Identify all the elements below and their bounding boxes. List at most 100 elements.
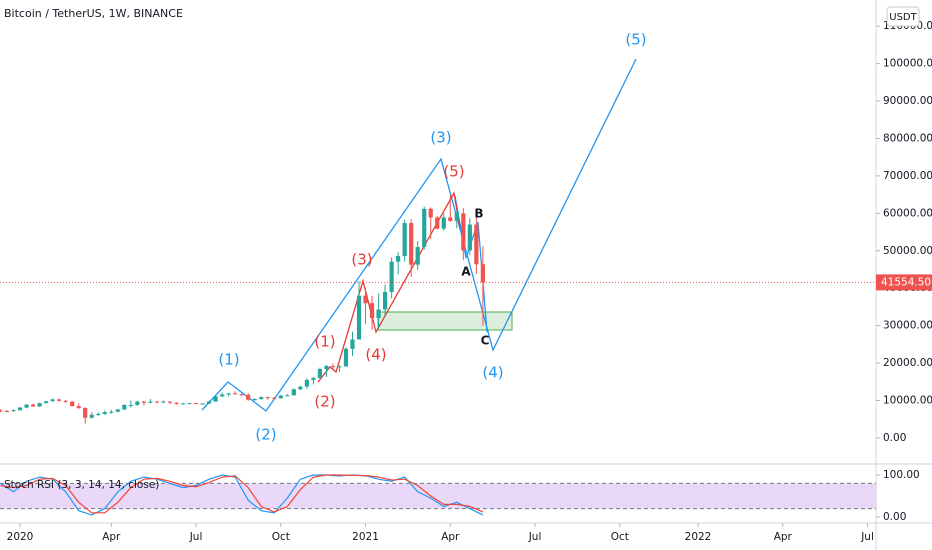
candle-body [291, 389, 296, 396]
wave-label: (4) [482, 364, 503, 382]
wave-label: B [474, 207, 483, 221]
candle-body [298, 386, 303, 390]
x-tick-label: 2021 [352, 531, 379, 543]
y-tick-label: 50000.00 [883, 245, 932, 257]
candle-body [57, 399, 62, 401]
candle-body [30, 404, 36, 407]
candle-body [474, 224, 479, 265]
candle-body [102, 412, 107, 414]
indicator-title: Stoch RSI (3, 3, 14, 14, close) [4, 479, 159, 491]
candle-body [89, 414, 94, 418]
wave-label: A [461, 265, 471, 279]
candle-body [0, 410, 3, 412]
candle-body [376, 309, 381, 319]
x-tick-label: Oct [611, 531, 629, 543]
candle-body [43, 401, 49, 404]
red-wave-line [317, 191, 461, 383]
candle-body [461, 213, 466, 251]
wave-label: (3) [351, 251, 372, 269]
candle-body [220, 394, 225, 397]
y-tick-label: 30000.00 [883, 320, 932, 332]
candle-body [265, 397, 270, 399]
x-tick-label: Jul [189, 531, 203, 543]
stoch-pane [0, 474, 876, 516]
candle-body [50, 399, 55, 402]
x-tick-label: Oct [272, 531, 290, 543]
candle-body [161, 401, 166, 403]
candle-body [467, 224, 472, 251]
candle-body [24, 404, 29, 408]
wave-label: (2) [314, 393, 335, 411]
x-tick-label: Jul [528, 531, 542, 543]
candle-body [272, 397, 277, 399]
candle-body [285, 395, 290, 397]
y-tick-label: 0.00 [883, 432, 906, 444]
candle-body [206, 401, 212, 404]
axes: 2020 Apr Jul Oct 2021 Apr Jul Oct 2022 Apr Jul 0.00… [7, 20, 932, 543]
currency-label: USDT [889, 12, 917, 23]
candle-body [83, 407, 88, 418]
candle-body [415, 247, 420, 265]
candle-body [448, 217, 453, 221]
x-tick-label: Apr [102, 531, 121, 543]
candle-body [63, 400, 68, 402]
candle-body [428, 208, 433, 218]
candle-body [135, 401, 140, 405]
candle-body [441, 217, 446, 229]
candle-body [213, 396, 218, 402]
y-tick-label: 20000.00 [883, 357, 932, 369]
candle-body [11, 410, 16, 412]
support-zone [377, 311, 513, 331]
y-tick-label: 90000.00 [883, 95, 932, 107]
wave-label: (4) [365, 346, 386, 364]
candle-body [128, 404, 133, 406]
candle-body [356, 295, 362, 340]
stoch-line [0, 474, 484, 516]
blue-wave-line [201, 58, 637, 412]
y-tick-label: 60000.00 [883, 207, 932, 219]
candle-body [252, 398, 257, 400]
candle-body [330, 366, 336, 368]
y-tick-label: 10000.00 [883, 394, 932, 406]
candle-body [122, 404, 127, 410]
candle-body [350, 339, 355, 349]
wave-label: (5) [443, 163, 464, 181]
x-tick-label: 2022 [685, 531, 712, 543]
candle-body [422, 208, 427, 248]
candle-body [304, 379, 309, 387]
candle-body [148, 401, 153, 403]
candle-body [200, 403, 205, 405]
candle-body [187, 403, 192, 405]
candle-body [363, 295, 368, 304]
candle-body [141, 401, 146, 403]
wave-label: (1) [314, 333, 335, 351]
wave-label: C [481, 334, 490, 348]
candle-body [317, 369, 323, 379]
candle-body [193, 403, 199, 405]
stoch-band [0, 483, 876, 509]
candle-body [409, 223, 414, 265]
x-tick-label: Apr [774, 531, 793, 543]
candle-body [76, 406, 81, 408]
candle-body [4, 410, 10, 412]
candle-body [226, 393, 231, 395]
candle-body [402, 223, 407, 257]
currency-badge[interactable] [886, 6, 920, 27]
wave-label: (2) [255, 426, 276, 444]
candle-body [246, 394, 251, 400]
candle-body [480, 264, 485, 283]
candle-body [389, 261, 394, 292]
wave-label: (5) [625, 31, 646, 49]
candle-body [454, 213, 459, 221]
stoch-line [0, 474, 484, 514]
main-pane: (1) (2) (3) (4) (5) (1) (2) (3) (4) (5) A B C [0, 31, 876, 444]
y-tick-label: 70000.00 [883, 170, 932, 182]
candle-body [96, 413, 101, 415]
candle-body [259, 397, 264, 399]
candle-body [435, 217, 440, 229]
x-tick-label: 2020 [7, 531, 34, 543]
candle-body [278, 395, 283, 399]
x-tick-label: Jul [860, 531, 874, 543]
wave-label: (1) [218, 351, 239, 369]
